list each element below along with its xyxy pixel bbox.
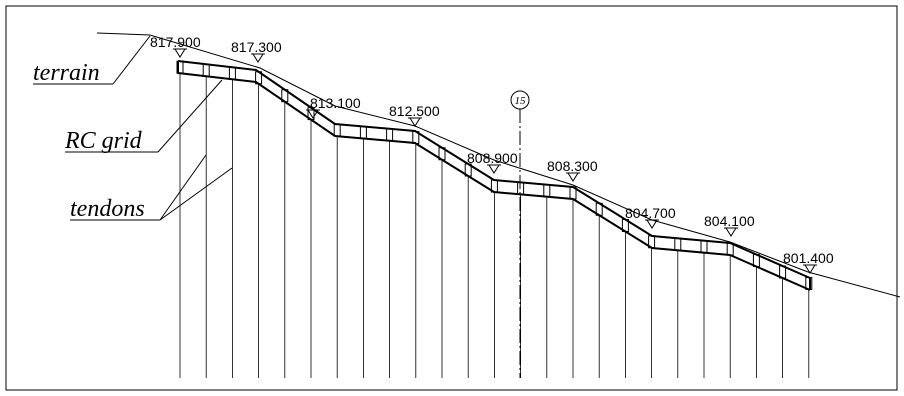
pier <box>543 184 551 198</box>
pier <box>202 63 210 77</box>
elevation-label: 812.500 <box>389 103 440 119</box>
elevation-label: 804.700 <box>625 205 676 221</box>
level-marker <box>566 172 580 182</box>
level-marker <box>645 219 659 229</box>
leader <box>159 167 233 221</box>
pier <box>517 181 525 195</box>
leader <box>157 79 223 153</box>
level-marker <box>724 227 738 237</box>
level-marker <box>408 117 422 127</box>
tendons-label: tendons <box>70 196 145 222</box>
pier <box>359 125 367 139</box>
level-marker <box>803 264 817 274</box>
pier <box>674 237 682 251</box>
level-marker <box>306 109 320 119</box>
elevation-label: 804.100 <box>704 213 755 229</box>
level-marker <box>173 48 187 58</box>
elevation-label: 817.900 <box>150 34 201 50</box>
elevation-label: 813.100 <box>310 95 361 111</box>
elevation-label: 808.900 <box>467 150 518 166</box>
pier <box>333 123 341 137</box>
level-marker <box>251 53 265 63</box>
terrain-line <box>96 32 901 298</box>
pier <box>386 128 394 142</box>
level-marker <box>487 164 501 174</box>
leader <box>112 35 151 85</box>
pier <box>228 66 236 80</box>
elevation-label: 808.300 <box>547 158 598 174</box>
terrain-label: terrain <box>33 60 100 86</box>
leader <box>159 154 207 221</box>
axis-label: 15 <box>515 95 527 107</box>
rc-grid-label: RC grid <box>64 128 143 154</box>
elevation-label: 817.300 <box>231 39 282 55</box>
elevation-label: 801.400 <box>783 250 834 266</box>
frame <box>5 5 898 391</box>
pier <box>700 240 708 254</box>
